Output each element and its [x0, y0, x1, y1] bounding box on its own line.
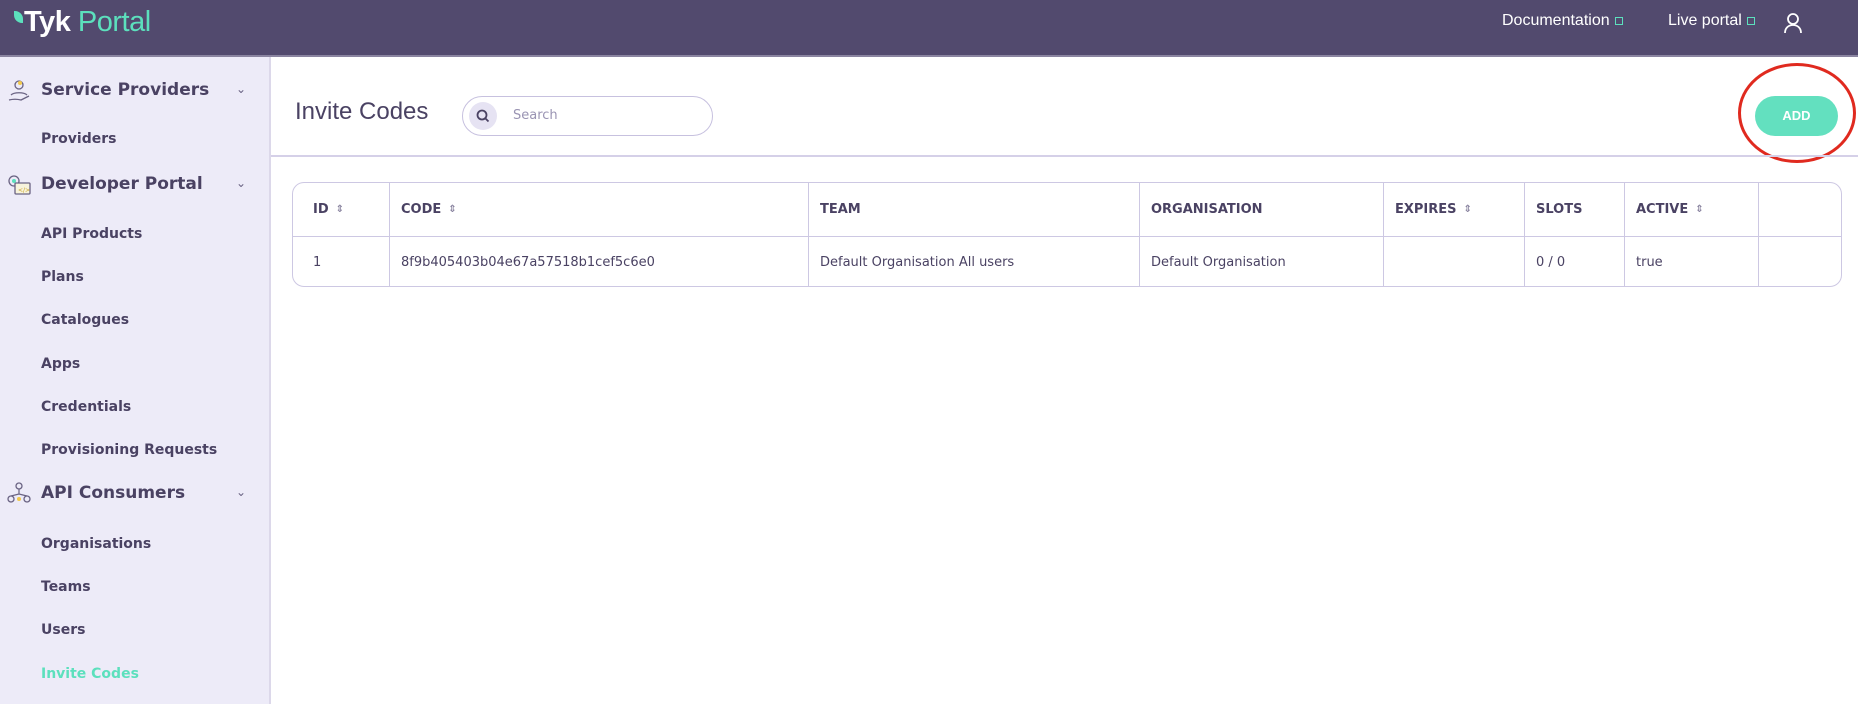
- sidebar-item-catalogues[interactable]: Catalogues: [41, 312, 130, 328]
- sidebar-item-teams[interactable]: Teams: [41, 579, 91, 595]
- search-icon: [469, 102, 497, 130]
- chevron-down-icon: ⌄: [236, 82, 247, 96]
- cell-organisation: Default Organisation: [1139, 237, 1383, 286]
- top-bar: Tyk Portal Documentation Live portal: [0, 0, 1858, 57]
- live-portal-link[interactable]: Live portal: [1668, 12, 1755, 30]
- sidebar-item-provisioning-requests[interactable]: Provisioning Requests: [41, 442, 218, 458]
- sidebar-section-service-providers[interactable]: Service Providers ⌄: [0, 76, 271, 106]
- search-input[interactable]: Search: [462, 96, 713, 136]
- users-network-icon: [7, 482, 31, 503]
- table-header-row: ID ⇕ CODE ⇕ TEAM ORGANISATION EXPIRES ⇕ SLO…: [293, 183, 1841, 237]
- table-row[interactable]: 1 8f9b405403b04e67a57518b1cef5c6e0 Defau…: [293, 237, 1841, 286]
- column-header-team: TEAM: [808, 183, 1139, 236]
- invite-codes-table: ID ⇕ CODE ⇕ TEAM ORGANISATION EXPIRES ⇕ SLO…: [292, 182, 1842, 287]
- chevron-down-icon: ⌄: [236, 176, 247, 190]
- cell-id: 1: [313, 255, 322, 270]
- user-icon[interactable]: [1783, 12, 1803, 34]
- cell-actions[interactable]: [1758, 237, 1841, 286]
- hand-user-icon: [8, 80, 30, 101]
- sort-icon: ⇕: [1463, 204, 1472, 215]
- chevron-down-icon: ⌄: [236, 485, 247, 499]
- page-title: Invite Codes: [295, 98, 429, 125]
- sidebar-item-organisations[interactable]: Organisations: [41, 536, 152, 552]
- column-header-code[interactable]: CODE ⇕: [389, 183, 808, 236]
- cell-code: 8f9b405403b04e67a57518b1cef5c6e0: [389, 237, 808, 286]
- sidebar-section-api-consumers[interactable]: API Consumers ⌄: [0, 479, 271, 509]
- search-placeholder: Search: [513, 108, 558, 123]
- svg-text:</>: </>: [18, 187, 30, 194]
- gear-code-icon: </>: [8, 175, 31, 195]
- sidebar: Service Providers ⌄ Providers </> Develop…: [0, 57, 271, 704]
- external-link-icon: [1614, 17, 1623, 25]
- sort-icon: ⇕: [335, 204, 345, 215]
- sidebar-item-plans[interactable]: Plans: [41, 269, 84, 285]
- sidebar-item-api-products[interactable]: API Products: [41, 226, 143, 242]
- sidebar-item-invite-codes[interactable]: Invite Codes: [41, 666, 139, 682]
- column-header-organisation: ORGANISATION: [1139, 183, 1383, 236]
- sidebar-item-apps[interactable]: Apps: [41, 356, 81, 372]
- column-header-slots: SLOTS: [1524, 183, 1624, 236]
- divider: [271, 155, 1858, 157]
- cell-team: Default Organisation All users: [808, 237, 1139, 286]
- cell-expires: [1383, 237, 1524, 286]
- sidebar-item-credentials[interactable]: Credentials: [41, 399, 132, 415]
- column-header-id[interactable]: ID ⇕: [313, 202, 345, 217]
- sidebar-item-users[interactable]: Users: [41, 622, 86, 638]
- sort-icon: ⇕: [1695, 204, 1704, 215]
- column-header-active[interactable]: ACTIVE ⇕: [1624, 183, 1758, 236]
- cell-slots: 0 / 0: [1524, 237, 1624, 286]
- column-header-actions: [1758, 183, 1841, 236]
- tyk-portal-logo[interactable]: Tyk Portal: [14, 6, 151, 39]
- external-link-icon: [1746, 17, 1755, 25]
- documentation-link[interactable]: Documentation: [1502, 12, 1623, 30]
- column-header-expires[interactable]: EXPIRES ⇕: [1383, 183, 1524, 236]
- cell-active: true: [1624, 237, 1758, 286]
- sort-icon: ⇕: [448, 204, 457, 215]
- sidebar-section-developer-portal[interactable]: </> Developer Portal ⌄: [0, 170, 271, 200]
- sidebar-item-providers[interactable]: Providers: [41, 131, 117, 147]
- annotation-circle: [1738, 63, 1856, 163]
- leaf-icon: [14, 11, 23, 23]
